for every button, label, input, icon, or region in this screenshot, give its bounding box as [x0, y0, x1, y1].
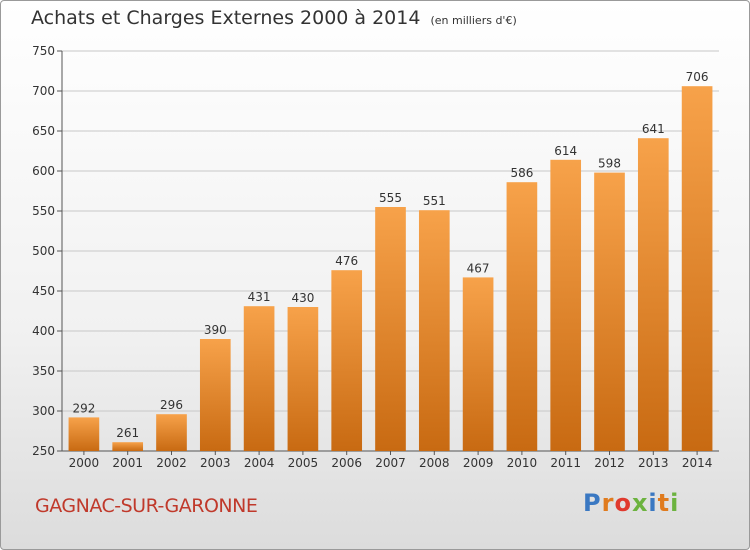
brand-letter: t: [657, 489, 671, 517]
x-tick-label: 2004: [244, 456, 275, 470]
proxiti-logo[interactable]: Proxiti: [583, 489, 679, 517]
brand-letter: o: [614, 489, 632, 517]
x-tick-label: 2009: [463, 456, 494, 470]
data-label: 390: [204, 323, 227, 337]
y-tick-label: 400: [32, 324, 55, 338]
y-tick-label: 650: [32, 124, 55, 138]
bar: [637, 138, 669, 451]
x-tick-label: 2006: [331, 456, 362, 470]
x-tick-label: 2008: [419, 456, 450, 470]
x-tick-label: 2005: [288, 456, 319, 470]
data-label: 476: [335, 254, 358, 268]
labels: 250 300 350 400 450 500 550 600 650 700 750 292 2000…: [32, 44, 712, 470]
y-tick-label: 700: [32, 84, 55, 98]
brand-letter: i: [648, 489, 658, 517]
bar: [199, 339, 231, 451]
bar: [156, 414, 187, 451]
x-tick-label: 2012: [594, 456, 625, 470]
data-label: 431: [248, 290, 271, 304]
x-tick-label: 2007: [375, 456, 406, 470]
brand-letter: x: [631, 489, 649, 517]
y-tick-label: 750: [32, 44, 55, 58]
data-label: 292: [72, 401, 95, 415]
y-tick-label: 550: [32, 204, 55, 218]
y-tick-label: 350: [32, 364, 55, 378]
data-label: 555: [379, 191, 402, 205]
data-label: 551: [423, 194, 446, 208]
x-tick-label: 2001: [112, 456, 143, 470]
bar: [331, 270, 363, 451]
data-label: 467: [467, 261, 490, 275]
y-tick-label: 250: [32, 444, 55, 458]
bar: [594, 172, 625, 451]
data-label: 598: [598, 157, 621, 171]
bar: [506, 182, 538, 451]
title-row: Achats et Charges Externes 2000 à 2014 (e…: [31, 7, 517, 29]
brand-letter: i: [670, 489, 680, 517]
chart-subtitle: (en milliers d'€): [430, 14, 517, 27]
y-tick-label: 600: [32, 164, 55, 178]
bar: [287, 307, 319, 451]
data-label: 296: [160, 398, 183, 412]
y-tick-label: 300: [32, 404, 55, 418]
x-tick-label: 2000: [69, 456, 100, 470]
brand-letter: r: [601, 489, 615, 517]
data-label: 586: [510, 166, 533, 180]
bar: [375, 207, 406, 451]
brand-letter: P: [583, 489, 602, 517]
x-tick-label: 2002: [156, 456, 187, 470]
bar: [243, 306, 275, 451]
bar: [550, 159, 582, 452]
x-tick-label: 2014: [682, 456, 713, 470]
x-tick-label: 2003: [200, 456, 231, 470]
x-tick-label: 2011: [550, 456, 581, 470]
x-tick-label: 2013: [638, 456, 669, 470]
bars: [68, 86, 713, 452]
data-label: 641: [642, 122, 665, 136]
y-tick-label: 450: [32, 284, 55, 298]
bar: [462, 277, 494, 451]
data-label: 706: [686, 70, 709, 84]
x-tick-label: 2010: [507, 456, 538, 470]
data-label: 261: [116, 426, 139, 440]
data-label: 430: [291, 291, 314, 305]
data-label: 614: [554, 144, 577, 158]
bar: [418, 210, 450, 451]
bar: [681, 86, 713, 451]
chart-title: Achats et Charges Externes 2000 à 2014: [31, 7, 421, 29]
y-tick-label: 500: [32, 244, 55, 258]
bar: [68, 417, 100, 451]
location-label: GAGNAC-SUR-GARONNE: [35, 495, 258, 517]
bar: [112, 442, 144, 451]
